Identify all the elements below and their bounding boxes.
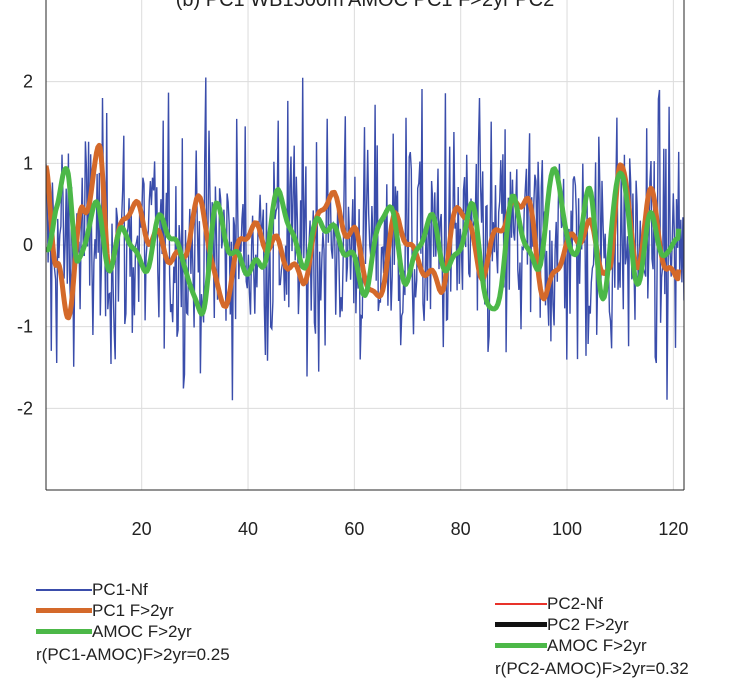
series-pc1-nf-line (46, 77, 684, 401)
legend-swatch-pc2-f2yr (495, 622, 547, 627)
legend-right: PC2-Nf PC2 F>2yr AMOC F>2yr r(PC2-AMOC)F… (495, 593, 689, 679)
series-layer (46, 77, 684, 401)
legend-swatch-pc1-nf (36, 588, 92, 591)
legend-item: PC1-Nf (36, 579, 230, 600)
legend-swatch-pc1-f2yr (36, 608, 92, 613)
legend-swatch-amoc-f2yr (36, 629, 92, 634)
legend-item: PC2 F>2yr (495, 614, 689, 635)
legend-label: PC2-Nf (547, 593, 603, 613)
chart-title: (b) PC1 WB1500m AMOC PC1 F>2yr PC2 (176, 0, 554, 11)
x-tick-labels: 20 40 60 80 100 120 (132, 519, 689, 539)
x-tick-label: 20 (132, 519, 152, 539)
y-tick-label: 1 (23, 153, 33, 173)
y-tick-label: -2 (17, 398, 33, 418)
legend-item: AMOC F>2yr (495, 635, 689, 656)
legend-label: PC2 F>2yr (547, 614, 629, 634)
x-tick-label: 120 (658, 519, 688, 539)
correlation-stat: r(PC1-AMOC)F>2yr=0.25 (36, 645, 230, 664)
legend-label: AMOC F>2yr (547, 635, 647, 655)
legend-swatch-pc2-nf (495, 602, 547, 605)
legend-item: AMOC F>2yr (36, 621, 230, 642)
y-tick-label: -1 (17, 317, 33, 337)
legend-swatch-amoc-f2yr (495, 643, 547, 648)
legend-label: PC1-Nf (92, 579, 148, 599)
x-tick-label: 100 (552, 519, 582, 539)
legend-label: AMOC F>2yr (92, 621, 192, 641)
legend-item: PC2-Nf (495, 593, 689, 614)
correlation-stat: r(PC2-AMOC)F>2yr=0.32 (495, 659, 689, 678)
x-tick-label: 40 (238, 519, 258, 539)
legend-left: PC1-Nf PC1 F>2yr AMOC F>2yr r(PC1-AMOC)F… (36, 579, 230, 665)
legend-label: PC1 F>2yr (92, 600, 174, 620)
line-chart: (b) PC1 WB1500m AMOC PC1 F>2yr PC2 20 40 6… (17, 0, 689, 539)
x-tick-label: 80 (451, 519, 471, 539)
legend-item: PC1 F>2yr (36, 600, 230, 621)
series-amoc-f2yr-line (46, 166, 682, 317)
x-tick-label: 60 (344, 519, 364, 539)
y-tick-labels: -2 -1 0 1 2 (17, 72, 33, 419)
y-tick-label: 2 (23, 72, 33, 92)
y-tick-label: 0 (23, 235, 33, 255)
